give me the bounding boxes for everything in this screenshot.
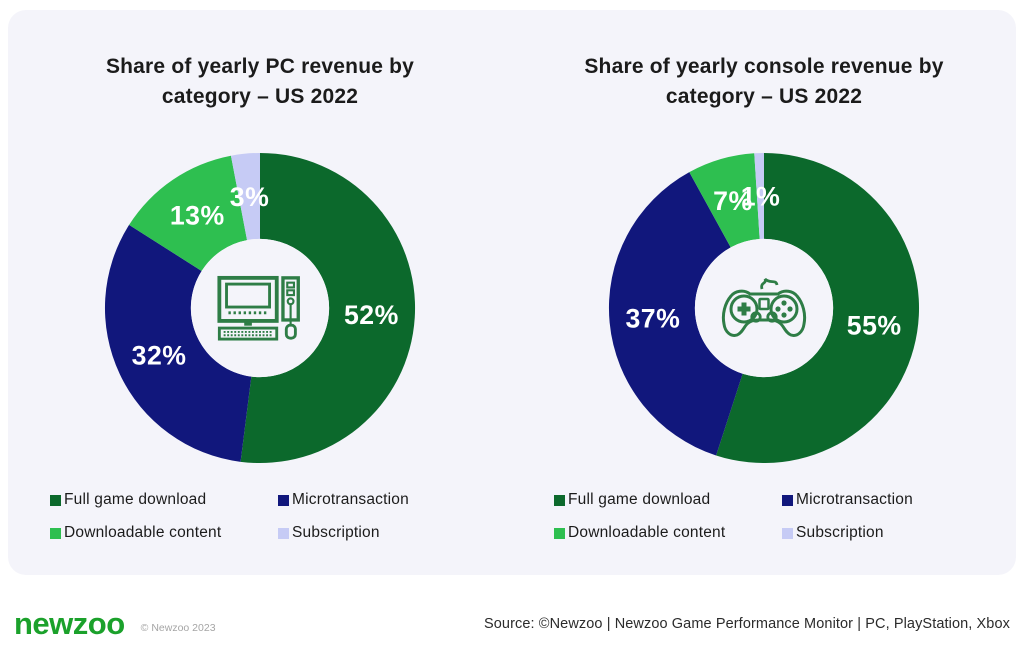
donut-slice-subscription [754, 152, 764, 240]
pc-chart-title: Share of yearly PC revenue by category –… [105, 55, 415, 109]
legend-swatch-full-game-download [554, 494, 565, 506]
console-chart-legend: Full game download Microtransaction Down… [554, 491, 974, 542]
newzoo-logo: newzoo [14, 605, 125, 641]
legend-label: Downloadable content [64, 524, 222, 541]
legend-swatch-downloadable-content [554, 527, 565, 539]
legend-label: Full game download [64, 491, 207, 508]
legend-item-downloadable-content: Downloadable content [50, 524, 278, 542]
console-chart-panel: Share of yearly console revenue by categ… [512, 10, 1016, 575]
slice-label-full-game-download: 55% [847, 310, 902, 340]
console-donut-chart: 55% 37% 7% 1% [606, 150, 922, 466]
slice-label-full-game-download: 52% [344, 300, 399, 330]
legend-item-subscription: Subscription [278, 524, 470, 542]
legend-item-full-game-download: Full game download [554, 491, 782, 509]
slice-label-downloadable-content: 13% [170, 201, 225, 231]
pc-chart-legend: Full game download Microtransaction Down… [50, 491, 470, 542]
legend-label: Subscription [292, 524, 380, 541]
infographic-card: Share of yearly PC revenue by category –… [8, 10, 1016, 575]
pc-chart-panel: Share of yearly PC revenue by category –… [8, 10, 512, 575]
legend-label: Microtransaction [292, 491, 409, 508]
desktop-pc-icon [216, 274, 304, 342]
copyright-text: © Newzoo 2023 [140, 621, 216, 634]
legend-swatch-full-game-download [50, 494, 61, 506]
legend-item-full-game-download: Full game download [50, 491, 278, 509]
slice-label-microtransaction: 37% [625, 303, 680, 333]
donut-slice-full-game-download [716, 152, 920, 464]
legend-swatch-microtransaction [782, 494, 793, 506]
slice-label-downloadable-content: 7% [713, 186, 753, 216]
source-text: Source: ©Newzoo | Newzoo Game Performanc… [484, 615, 1010, 632]
legend-swatch-subscription [278, 527, 289, 539]
footer: newzoo © Newzoo 2023 Source: ©Newzoo | N… [0, 575, 1024, 654]
charts-row: Share of yearly PC revenue by category –… [8, 10, 1016, 575]
slice-label-subscription: 1% [741, 182, 781, 212]
donut-slice-subscription [230, 152, 260, 241]
game-controller-icon [720, 276, 808, 340]
legend-item-downloadable-content: Downloadable content [554, 524, 782, 542]
legend-swatch-microtransaction [278, 494, 289, 506]
legend-label: Subscription [796, 524, 884, 541]
donut-slice-microtransaction [104, 224, 252, 462]
slice-label-subscription: 3% [230, 182, 270, 212]
donut-slice-full-game-download [240, 152, 416, 464]
legend-item-microtransaction: Microtransaction [782, 491, 974, 509]
donut-slice-downloadable-content [129, 155, 248, 271]
legend-swatch-subscription [782, 527, 793, 539]
legend-item-microtransaction: Microtransaction [278, 491, 470, 509]
legend-swatch-downloadable-content [50, 527, 61, 539]
console-chart-title: Share of yearly console revenue by categ… [584, 55, 944, 109]
slice-label-microtransaction: 32% [132, 340, 187, 370]
donut-slice-microtransaction [608, 172, 743, 456]
legend-label: Full game download [568, 491, 711, 508]
legend-item-subscription: Subscription [782, 524, 974, 542]
pc-donut-chart: 52% 32% 13% 3% [102, 150, 418, 466]
legend-label: Downloadable content [568, 524, 726, 541]
legend-label: Microtransaction [796, 491, 913, 508]
donut-slice-downloadable-content [689, 153, 760, 248]
